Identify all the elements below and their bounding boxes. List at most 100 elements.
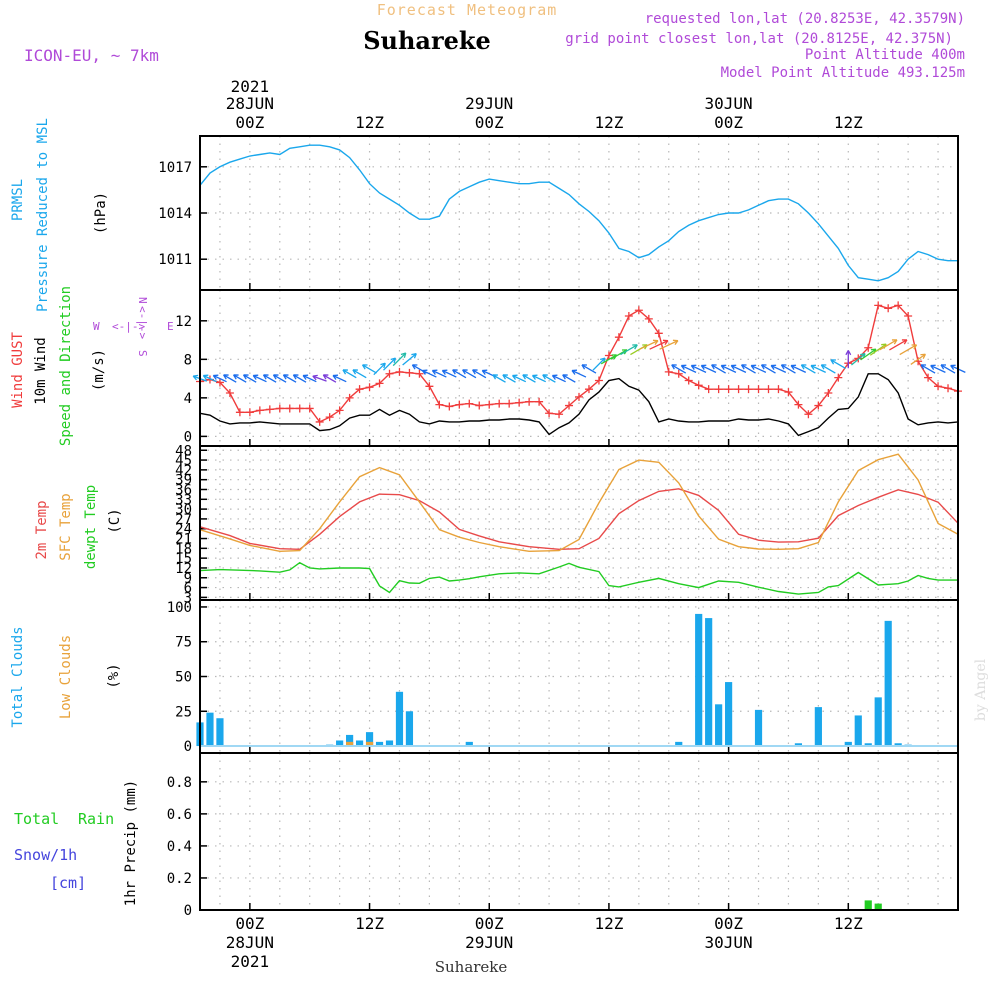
compass-east: E [167, 320, 174, 333]
wind-arrow-head [411, 352, 417, 359]
bar-total-clouds [864, 743, 872, 747]
bar-total-clouds [715, 704, 723, 747]
y-tick-label: 3 [184, 590, 192, 606]
y-tick-label: 4 [184, 391, 192, 407]
gust-marker [874, 301, 883, 310]
y-tick-label: 0 [184, 739, 192, 755]
temperature-labels: 2m Temp SFC Temp dewpt Temp (C) [34, 485, 123, 569]
gust-marker [934, 382, 943, 391]
bottom-axis-day: 28JUN [226, 933, 274, 952]
wind-arrow [302, 374, 317, 383]
gust-marker [604, 351, 613, 360]
gust-marker [834, 373, 843, 382]
wind-arrow-head [512, 374, 518, 380]
y-tick-label: 6 [184, 581, 192, 597]
gust-marker [295, 404, 304, 413]
snow-unit: [cm] [50, 874, 86, 892]
wind-arrow-head [531, 374, 538, 380]
wind-arrow [860, 348, 877, 361]
wind-arrow-head [202, 374, 209, 380]
gust-marker [594, 376, 603, 385]
bar-total-clouds [355, 740, 364, 747]
wind-arrow [600, 354, 617, 365]
gust-marker [335, 406, 344, 415]
gust-marker [784, 388, 793, 397]
gust-marker [575, 392, 583, 401]
wind-arrow [920, 364, 936, 374]
watermark: by Angel [973, 658, 989, 721]
bar-low-clouds [365, 741, 374, 747]
gust-marker [714, 385, 723, 394]
wind-arrow-head [730, 364, 737, 370]
gust-marker [744, 385, 753, 394]
y-tick-label: 75 [175, 635, 192, 651]
wind-arrow [342, 369, 357, 379]
gust-marker [924, 373, 933, 382]
gust-marker [325, 413, 334, 422]
bar-total-clouds [844, 741, 852, 747]
wind-arrow [383, 357, 396, 371]
panels: 1011101410170481236912151821242730333639… [158, 135, 966, 919]
wind-arrow-head [431, 369, 438, 375]
pressure-labels: PRMSL Pressure Reduced to MSL (hPa) [10, 118, 109, 312]
wind-arrow [522, 374, 536, 383]
panel-precip: 0 0.2 0.4 0.6 0.8 [167, 752, 959, 919]
bottom-axis-time: 12Z [594, 914, 623, 933]
wind-arrow-head [820, 364, 827, 370]
gust-marker [944, 384, 953, 393]
gust-marker [644, 314, 653, 323]
gust-marker [814, 401, 823, 410]
gust-marker [305, 404, 314, 413]
gust-marker [435, 400, 444, 409]
wind-arrow-head [390, 357, 397, 364]
bar-total-clouds [695, 613, 703, 747]
gust-marker [475, 401, 484, 410]
wind-arrow [581, 364, 597, 374]
wind-arrow-head [380, 362, 386, 369]
wind-arrow-head [462, 369, 468, 375]
y-tick-label: 8 [184, 352, 192, 368]
bar-total-clouds [854, 715, 862, 747]
wind-direction-arrows [192, 339, 966, 383]
bar-total-clouds [874, 697, 882, 747]
gust-marker [465, 399, 474, 408]
gridpoint-coords: grid point closest lon,lat (20.8125E, 42… [565, 31, 953, 47]
wind-arrow [730, 364, 747, 373]
gust-marker [584, 385, 593, 394]
gust-marker [624, 312, 633, 320]
wind-arrow [851, 353, 866, 366]
pressure-grid [200, 136, 958, 290]
gust-marker [724, 385, 733, 394]
bar-total-clouds [725, 682, 733, 747]
wind-arrow [263, 374, 277, 383]
wind-arrow-head [672, 339, 679, 346]
wind-arrow [830, 359, 847, 369]
wind-arrow-head [262, 374, 269, 380]
gust-marker [405, 368, 414, 377]
series-10m-wind [199, 373, 959, 437]
wind-arrow [639, 340, 659, 350]
bottom-axis-year: 2021 [231, 952, 270, 971]
wind-arrow [392, 352, 407, 367]
bar-low-clouds [346, 741, 354, 747]
gust-marker [754, 385, 763, 394]
wind-arrow [930, 364, 946, 373]
gust-marker [415, 369, 424, 378]
gust-marker [884, 304, 893, 313]
wind-labels: Wind GUST 10m Wind Speed and Direction (… [10, 286, 174, 446]
wind-arrow-head [720, 364, 727, 370]
gust-marker [265, 405, 274, 414]
gust-marker [774, 385, 783, 394]
dewpt-label: dewpt Temp [83, 485, 99, 569]
wind-arrow-head [361, 364, 368, 370]
compass-west: W [93, 320, 100, 333]
series-2m-temp [199, 488, 959, 551]
wind-arrow [243, 374, 257, 383]
wind-arrow [332, 374, 347, 383]
wind-arrow-head [481, 369, 488, 375]
panel-pressure: 1011 1014 1017 [158, 135, 959, 291]
wind-arrow [532, 374, 546, 383]
wind-arrow [889, 339, 908, 351]
clouds-grid [200, 600, 958, 753]
